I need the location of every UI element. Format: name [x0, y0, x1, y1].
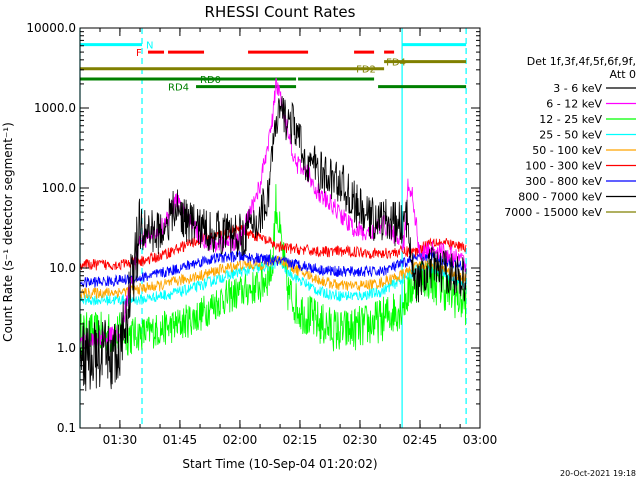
x-tick-label-2: 02:00	[223, 433, 258, 447]
axes: 01:30 01:45 02:00 02:15 02:30 02:45 03:00 0.1 1.…	[26, 21, 497, 447]
legend-label-2: 12 - 25 keV	[539, 113, 602, 126]
state-bar-label-2: FD2	[356, 65, 376, 76]
chart-title: RHESSI Count Rates	[205, 3, 356, 21]
legend-header-1: Att 0	[610, 68, 636, 81]
legend-header-0: Det 1f,3f,4f,5f,6f,9f,	[527, 55, 636, 68]
legend-label-3: 25 - 50 keV	[539, 129, 602, 142]
legend-label-8: 7000 - 15000 keV	[504, 206, 602, 219]
series-line-6	[79, 249, 467, 288]
y-tick-label-4: 1000.0	[34, 101, 76, 115]
y-tick-label-0: 0.1	[57, 421, 76, 435]
generation-timestamp: 20-Oct-2021 19:18	[560, 469, 636, 478]
state-bar-label-3: FD4	[386, 58, 406, 69]
data-series	[79, 78, 467, 392]
series-line-5	[79, 224, 467, 271]
x-axis-label: Start Time (10-Sep-04 01:20:02)	[182, 457, 377, 471]
state-bar-label-0: N	[146, 41, 153, 52]
state-bars: NF FD2 FD4 RD0 RD4	[80, 41, 467, 94]
x-tick-label-1: 01:45	[163, 433, 198, 447]
state-bar-label-5: RD4	[168, 83, 189, 94]
y-tick-label-5: 10000.0	[26, 21, 76, 35]
y-tick-label-1: 1.0	[57, 341, 76, 355]
series-line-4	[79, 255, 467, 300]
legend-label-1: 6 - 12 keV	[546, 98, 602, 111]
x-tick-label-6: 03:00	[463, 433, 498, 447]
x-tick-label-0: 01:30	[103, 433, 138, 447]
legend-label-7: 800 - 7000 keV	[518, 191, 602, 204]
series-line-3	[79, 257, 467, 306]
legend-label-6: 300 - 800 keV	[525, 175, 602, 188]
state-bar-label-1: F	[136, 48, 142, 59]
legend-label-0: 3 - 6 keV	[553, 82, 602, 95]
x-tick-label-4: 02:30	[343, 433, 378, 447]
x-tick-label-5: 02:45	[403, 433, 438, 447]
x-tick-label-3: 02:15	[283, 433, 318, 447]
state-bar-label-4: RD0	[200, 75, 221, 86]
legend: Det 1f,3f,4f,5f,6f,9f,Att 0 3 - 6 keV 6 - …	[504, 55, 636, 219]
legend-label-5: 100 - 300 keV	[525, 160, 602, 173]
y-tick-label-2: 10.0	[49, 261, 76, 275]
y-axis-label: Count Rate (s⁻¹ detector segment⁻¹)	[1, 122, 15, 342]
series-line-0	[79, 96, 467, 392]
series-line-2	[79, 184, 467, 357]
legend-label-4: 50 - 100 keV	[532, 144, 602, 157]
y-tick-label-3: 100.0	[42, 181, 76, 195]
